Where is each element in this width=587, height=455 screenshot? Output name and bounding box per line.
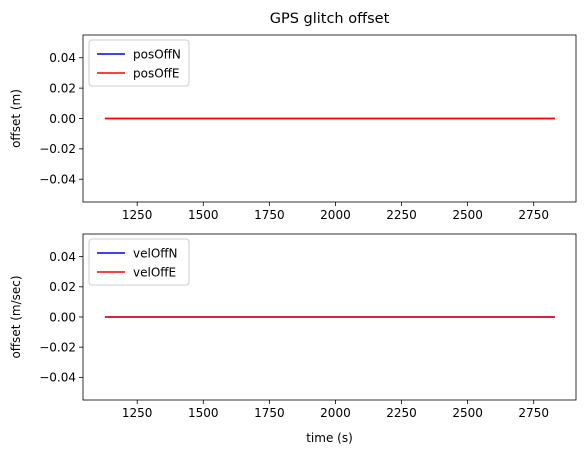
x-tick-label: 1250 <box>122 208 153 222</box>
y-tick-label: −0.02 <box>39 142 76 156</box>
legend-label-posOffN: posOffN <box>133 47 181 61</box>
legend <box>88 39 190 87</box>
x-tick-label: 2500 <box>452 406 483 420</box>
subplot-2 <box>79 233 577 404</box>
y-tick-label: 0.02 <box>49 81 76 95</box>
x-tick-label: 2000 <box>320 406 351 420</box>
y-tick-label: 0.04 <box>49 250 76 264</box>
x-tick-label: 2750 <box>518 406 549 420</box>
x-tick-label: 2250 <box>386 208 417 222</box>
y-axis-label: offset (m) <box>9 89 23 148</box>
x-tick-label: 2750 <box>518 208 549 222</box>
legend <box>88 238 190 286</box>
subplot-2-labels: 1250 1500 1750 2000 2250 2500 2750 −0.04 −0.02 0.… <box>9 246 549 445</box>
y-tick-label: −0.04 <box>39 173 76 187</box>
subplot-1-labels: 1250 1500 1750 2000 2250 2500 2750 −0.04 −0.02 0.… <box>9 11 549 222</box>
x-tick-label: 2000 <box>320 208 351 222</box>
x-axis-label: time (s) <box>306 431 353 445</box>
x-tick-label: 1250 <box>122 406 153 420</box>
y-tick-label: 0.04 <box>49 51 76 65</box>
x-tick-label: 1750 <box>254 208 285 222</box>
subplot-1 <box>79 34 577 206</box>
y-axis-label: offset (m/sec) <box>9 275 23 358</box>
y-tick-label: −0.04 <box>39 371 76 385</box>
legend-box <box>88 238 190 286</box>
legend-label-velOffN: velOffN <box>133 246 178 260</box>
x-tick-label: 1500 <box>188 208 219 222</box>
legend-label-posOffE: posOffE <box>133 66 180 80</box>
y-tick-label: 0.00 <box>49 310 76 324</box>
x-tick-label: 2500 <box>452 208 483 222</box>
x-tick-label: 2250 <box>386 406 417 420</box>
x-tick-label: 1500 <box>188 406 219 420</box>
x-tick-label: 1750 <box>254 406 285 420</box>
legend-box <box>88 39 190 87</box>
chart-title: GPS glitch offset <box>270 11 390 27</box>
y-tick-label: −0.02 <box>39 340 76 354</box>
legend-label-velOffE: velOffE <box>133 265 176 279</box>
y-tick-label: 0.00 <box>49 112 76 126</box>
y-tick-label: 0.02 <box>49 280 76 294</box>
